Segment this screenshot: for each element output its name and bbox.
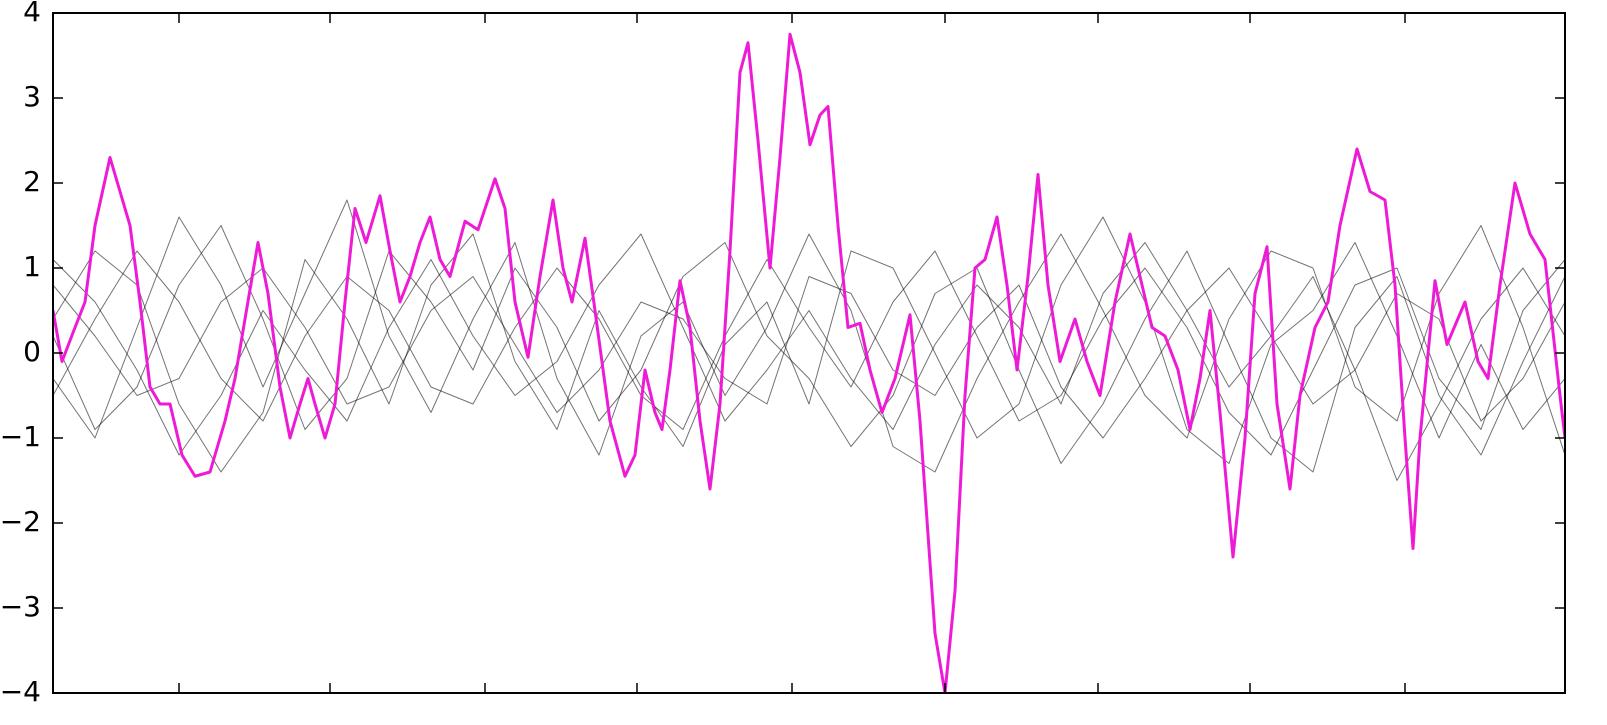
highlight-line <box>53 32 1565 693</box>
trace-line <box>53 225 1565 473</box>
y-tick-label: 0 <box>23 335 41 368</box>
trace-line <box>53 250 1565 456</box>
y-tick-label: −4 <box>0 675 41 708</box>
y-tick-label: 3 <box>23 80 41 113</box>
y-tick-label: 2 <box>23 165 41 198</box>
y-tick-label: −2 <box>0 505 41 538</box>
trace-line <box>53 216 1565 473</box>
plot-area <box>53 32 1565 693</box>
trace-line <box>53 267 1565 439</box>
trace-line <box>53 199 1565 473</box>
y-tick-label: −1 <box>0 420 41 453</box>
y-tick-label: 1 <box>23 250 41 283</box>
y-tick-label: −3 <box>0 590 41 623</box>
trace-line <box>53 233 1565 481</box>
y-tick-label: 4 <box>23 0 41 28</box>
